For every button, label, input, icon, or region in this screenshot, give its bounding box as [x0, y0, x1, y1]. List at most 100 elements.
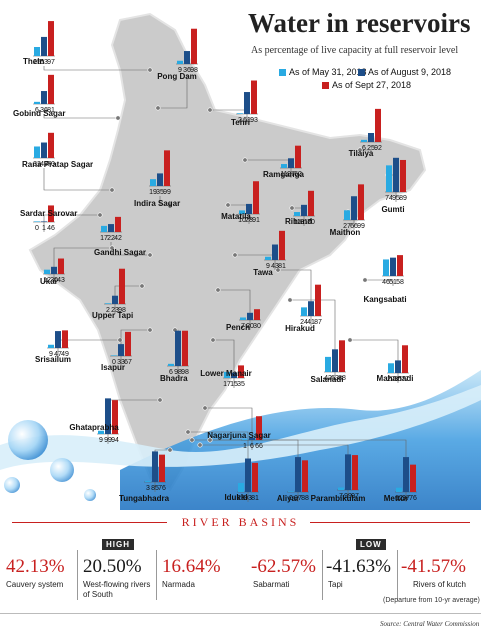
high-badge: HIGH	[102, 539, 134, 550]
bar	[51, 266, 57, 274]
bar-value-label: 74	[385, 195, 393, 202]
bar-value-label: 93	[244, 495, 252, 502]
bar	[105, 398, 111, 434]
river-basins-title: River basins	[181, 515, 300, 529]
bar	[118, 344, 124, 356]
bar	[224, 371, 230, 378]
reservoir-name-label: Kangsabati	[363, 295, 406, 304]
bar	[308, 301, 314, 316]
bar	[386, 165, 392, 192]
reservoir-name-label: Hirakud	[285, 324, 315, 333]
bar	[281, 164, 287, 168]
bar	[184, 51, 190, 64]
bar	[368, 133, 374, 142]
leader-line	[213, 339, 235, 388]
bar	[393, 157, 399, 192]
reservoir-chart: 0 1 46 Sardar Sarovar	[20, 205, 77, 232]
location-dot	[147, 67, 153, 73]
bar	[339, 340, 345, 372]
bar	[345, 454, 351, 490]
legend-aug: As of August 9, 2018	[358, 67, 451, 77]
bar-value-label: 81	[278, 263, 286, 270]
reservoir-name-label: Aliyar	[277, 494, 299, 503]
bar-value-label: 77	[401, 376, 409, 383]
bar	[245, 458, 251, 492]
reservoir-name-label: Ghataprabha	[69, 423, 119, 432]
bar-value-label: 35	[237, 381, 245, 388]
bar-value-label: 17	[100, 235, 108, 242]
basin-value: -62.57%	[251, 556, 316, 577]
location-dot	[242, 157, 248, 163]
bar	[251, 80, 257, 114]
bar-value-label: 89	[399, 195, 407, 202]
location-dot	[347, 337, 353, 343]
basin-divider	[156, 550, 157, 600]
reservoir-chart: 9 43 81 Tawa	[253, 230, 286, 277]
bar	[231, 372, 237, 378]
bar	[182, 330, 188, 366]
basin-value: -41.57%	[401, 556, 466, 577]
bar	[252, 462, 258, 492]
location-dot	[167, 447, 173, 453]
bar	[396, 487, 402, 492]
basin-value: 20.50%	[83, 556, 142, 577]
bar	[159, 454, 165, 482]
bar-value-label: 70	[47, 161, 55, 168]
bar-value-label: 62	[294, 171, 302, 178]
bar-value-label: 41	[307, 319, 315, 326]
basin-name: Narmada	[162, 580, 195, 589]
basin-divider	[397, 550, 398, 600]
water-bubble	[4, 477, 20, 493]
bar-value-label: 97	[351, 493, 359, 500]
bar	[175, 330, 181, 366]
bar-value-label: 20	[246, 323, 254, 330]
legend-swatch	[322, 82, 329, 90]
reservoir-chart: 3 85 76 Tungabhadra	[119, 451, 170, 503]
legend-label: As of Sept 27, 2018	[332, 80, 412, 90]
chart-title: Water in reservoirs	[248, 8, 471, 38]
bar-value-label: 42	[114, 235, 122, 242]
bar-value-label: 19	[149, 189, 157, 196]
location-dot	[157, 397, 163, 403]
reservoir-name-label: Pench	[226, 323, 250, 332]
location-dot	[289, 205, 295, 211]
india-map-shape	[28, 12, 427, 492]
bar-value-label: 66	[350, 223, 358, 230]
bar-value-label: 9	[49, 351, 53, 358]
location-dot	[139, 283, 145, 289]
bar-value-label: 32	[33, 161, 41, 168]
bar	[48, 74, 54, 104]
bar	[242, 439, 248, 440]
bar-value-label: 22	[107, 235, 115, 242]
bar-value-label: 9	[266, 263, 270, 270]
bar-value-label: 25	[367, 145, 375, 152]
bar-value-label: 2	[238, 117, 242, 124]
bar-value-label: 99	[163, 189, 171, 196]
bar	[247, 312, 253, 320]
bar-value-label: 33	[117, 359, 125, 366]
bar-value-label: 9	[99, 437, 103, 444]
location-dot	[147, 327, 153, 333]
leader-line	[114, 285, 142, 314]
leader-line	[159, 196, 170, 206]
bar	[351, 196, 357, 220]
basin-value: 42.13%	[6, 556, 65, 577]
bar-value-label: 11	[280, 171, 287, 178]
bar-value-label: 94	[111, 437, 119, 444]
bar-value-label: 76	[409, 495, 417, 502]
bar-value-label: 99	[344, 493, 352, 500]
bar-value-label: 63	[331, 375, 339, 382]
bar-value-label: 35	[156, 189, 164, 196]
bar	[279, 230, 285, 260]
